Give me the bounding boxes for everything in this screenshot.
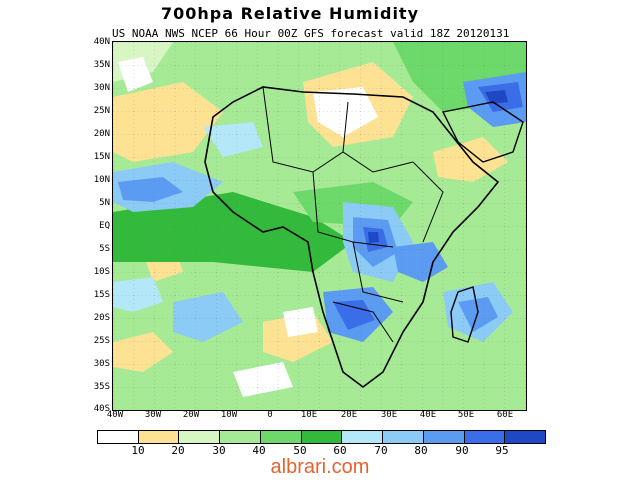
legend-tick: 50 — [293, 444, 307, 457]
legend-swatch — [179, 431, 221, 443]
legend-swatch — [260, 431, 302, 443]
color-legend — [97, 430, 546, 444]
humidity-map — [112, 41, 527, 411]
legend-swatch — [220, 431, 261, 443]
lat-label: 40S — [93, 404, 110, 414]
lon-label: 60E — [496, 410, 514, 420]
legend-swatch — [464, 431, 506, 443]
lon-label: 0 — [267, 410, 273, 420]
humidity-field — [113, 42, 526, 410]
lon-label: 40E — [419, 410, 437, 420]
legend-tick: 80 — [414, 444, 428, 457]
lat-label: 25S — [93, 336, 110, 346]
lat-label: 30S — [93, 359, 110, 369]
legend-swatch — [423, 431, 465, 443]
lon-label: 30E — [380, 410, 398, 420]
lat-label: 5N — [99, 198, 110, 208]
lon-label: 30W — [144, 410, 162, 420]
lon-label: 50E — [457, 410, 475, 420]
legend-swatch — [98, 431, 139, 443]
lat-label: 40N — [93, 37, 110, 47]
lon-label: 20W — [182, 410, 200, 420]
legend-swatch — [383, 431, 424, 443]
lat-label: 25N — [93, 106, 110, 116]
legend-tick: 70 — [374, 444, 388, 457]
lat-label: 15S — [93, 290, 110, 300]
lat-label: 5S — [99, 244, 110, 254]
legend-tick: 30 — [212, 444, 226, 457]
chart-subtitle: US NOAA NWS NCEP 66 Hour 00Z GFS forecas… — [112, 27, 510, 40]
lon-label: 40W — [106, 410, 124, 420]
legend-tick: 95 — [495, 444, 509, 457]
legend-swatch — [138, 431, 180, 443]
lat-label: 10N — [93, 175, 110, 185]
lat-label: EQ — [99, 221, 110, 231]
lon-label: 10W — [220, 410, 238, 420]
lat-label: 35N — [93, 60, 110, 70]
lat-label: 35S — [93, 382, 110, 392]
lat-label: 20S — [93, 313, 110, 323]
legend-swatch — [342, 431, 384, 443]
legend-swatch — [505, 431, 546, 443]
lon-label: 10E — [300, 410, 318, 420]
lat-label: 10S — [93, 267, 110, 277]
lat-label: 20N — [93, 129, 110, 139]
legend-swatch — [301, 431, 343, 443]
legend-tick: 40 — [252, 444, 266, 457]
lat-label: 15N — [93, 152, 110, 162]
legend-tick: 20 — [171, 444, 185, 457]
watermark: albrari.com — [270, 456, 370, 478]
legend-tick: 60 — [333, 444, 347, 457]
legend-tick: 90 — [455, 444, 469, 457]
chart-title: 700hpa Relative Humidity — [161, 4, 419, 23]
lat-label: 30N — [93, 83, 110, 93]
legend-tick: 10 — [131, 444, 145, 457]
lon-label: 20E — [340, 410, 358, 420]
